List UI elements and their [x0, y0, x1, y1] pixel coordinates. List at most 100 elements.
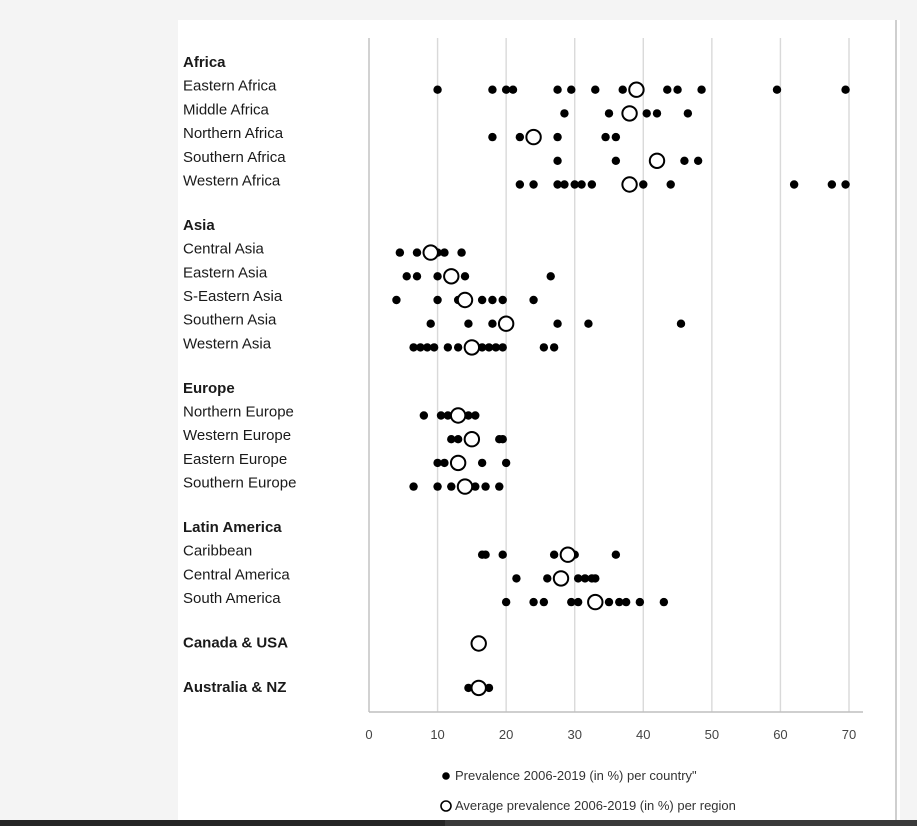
country-dots: [392, 85, 850, 693]
country-point: [457, 248, 466, 257]
region-average-point: [621, 176, 638, 193]
country-point: [402, 272, 411, 281]
country-point: [604, 597, 614, 607]
country-point: [676, 319, 686, 328]
country-point: [460, 272, 470, 281]
country-point: [841, 85, 850, 94]
region-label: South America: [183, 590, 281, 607]
country-point: [440, 248, 449, 257]
region-average-markers: [422, 81, 666, 697]
country-point: [419, 411, 429, 420]
country-point: [639, 180, 648, 189]
country-point: [484, 343, 494, 352]
country-point: [498, 343, 507, 352]
region-label: Western Asia: [183, 335, 272, 352]
country-point: [549, 550, 559, 559]
region-average-point: [621, 105, 638, 122]
country-point: [618, 85, 627, 94]
region-average-point: [456, 291, 474, 309]
region-average-point: [449, 407, 467, 424]
country-point: [615, 597, 624, 607]
group-label: Australia & NZ: [183, 679, 286, 696]
country-point: [546, 272, 555, 281]
country-point: [488, 319, 497, 328]
country-point: [543, 574, 552, 583]
country-point: [498, 435, 507, 444]
country-point: [560, 109, 569, 118]
country-point: [433, 295, 442, 305]
country-point: [567, 85, 576, 94]
legend-country-label: Prevalence 2006-2019 (in %) per country": [455, 768, 697, 783]
country-point: [447, 482, 456, 491]
group-label: Canada & USA: [183, 635, 288, 652]
country-point: [447, 435, 456, 444]
country-point: [584, 319, 593, 328]
region-label: Caribbean: [183, 543, 252, 560]
group-label: Africa: [183, 54, 226, 71]
country-point: [772, 85, 782, 94]
country-point: [508, 85, 518, 94]
region-average-point: [497, 315, 515, 332]
country-point: [611, 156, 621, 165]
country-point: [416, 343, 425, 352]
country-point: [443, 343, 453, 352]
country-point: [611, 550, 621, 559]
country-point: [529, 597, 538, 607]
region-label: Southern Asia: [183, 312, 277, 329]
country-point: [412, 248, 422, 257]
country-point: [635, 597, 645, 607]
x-tick-label: 40: [636, 727, 650, 742]
region-label: Western Africa: [183, 173, 281, 190]
country-point: [841, 180, 850, 189]
country-point: [436, 411, 446, 420]
group-label: Asia: [183, 217, 215, 234]
country-point: [443, 411, 453, 420]
region-label: S-Eastern Asia: [183, 288, 283, 305]
region-label: Middle Africa: [183, 101, 270, 118]
country-point: [611, 132, 621, 142]
country-point: [515, 132, 525, 142]
x-tick-label: 50: [705, 727, 719, 742]
region-average-point: [552, 570, 570, 587]
region-average-point: [559, 546, 577, 563]
country-point: [491, 343, 501, 352]
country-point: [412, 272, 422, 281]
country-point: [573, 574, 583, 583]
region-average-point: [456, 478, 474, 495]
country-point: [409, 482, 418, 491]
country-point: [539, 597, 549, 607]
chart-card: [178, 20, 900, 820]
region-average-point: [470, 635, 487, 652]
category-labels: Africa Eastern Africa Middle Africa Norther…: [183, 54, 296, 696]
legend-region-label: Average prevalence 2006-2019 (in %) per …: [455, 798, 736, 813]
country-point: [484, 683, 494, 693]
country-point: [591, 85, 600, 94]
country-point: [512, 574, 521, 583]
region-average-point: [463, 339, 481, 356]
country-point: [549, 343, 559, 352]
country-point: [789, 180, 799, 189]
region-average-point: [470, 679, 487, 697]
country-point: [453, 435, 463, 444]
country-point: [591, 574, 600, 583]
country-point: [697, 85, 706, 94]
country-point: [553, 180, 562, 189]
gridlines: [436, 38, 850, 712]
region-average-point: [449, 454, 467, 472]
country-point: [529, 295, 538, 305]
country-point: [573, 597, 583, 607]
country-point: [570, 180, 579, 189]
country-point: [642, 109, 651, 118]
legend-region-marker: [440, 800, 452, 812]
country-point: [433, 85, 442, 94]
group-label: Latin America: [183, 519, 282, 536]
region-label: Central America: [183, 566, 290, 583]
country-point: [693, 156, 703, 165]
country-point: [464, 319, 473, 328]
country-point: [477, 295, 487, 305]
region-average-point: [628, 81, 645, 98]
country-point: [477, 343, 487, 352]
country-point: [488, 132, 497, 142]
region-label: Northern Europe: [183, 404, 294, 421]
country-point: [666, 180, 675, 189]
